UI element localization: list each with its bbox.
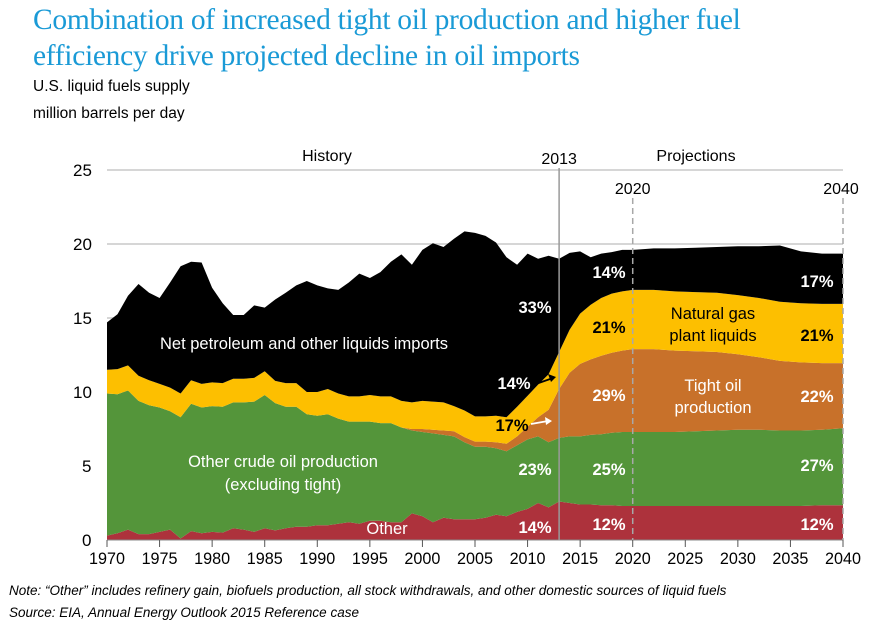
y-tick-label-25: 25 [73, 161, 92, 180]
title-line-1: Combination of increased tight oil produ… [33, 4, 741, 36]
x-tick-label-1990: 1990 [299, 550, 335, 568]
area-other-crude-oil-production-excluding-tight [107, 390, 843, 539]
x-tick-label-2000: 2000 [404, 550, 440, 568]
share-label-2020-net-petroleum-and-other-liquids-imports: 14% [592, 264, 625, 282]
arrow-ngpl-2013-line [532, 377, 554, 386]
share-label-2020-natural-gas-plant-liquids: 21% [592, 319, 625, 337]
annotation-natural-gas: Natural gas [671, 305, 755, 323]
area-other [107, 501, 843, 540]
source-note: Source: EIA, Annual Energy Outlook 2015 … [9, 605, 359, 620]
subtitle-line-2: million barrels per day [33, 105, 185, 122]
share-label-2040-net-petroleum-and-other-liquids-imports: 17% [800, 273, 833, 291]
x-tick-label-2040: 2040 [825, 550, 861, 568]
x-tick-label-2030: 2030 [720, 550, 756, 568]
annotation-production: production [674, 399, 751, 417]
marker-label-2020: 2020 [615, 181, 651, 198]
annotation-other: Other [366, 520, 408, 538]
share-label-2020-other: 12% [592, 516, 625, 534]
marker-label-2040: 2040 [823, 181, 859, 198]
arrow-tight-2013-head [545, 417, 552, 425]
x-tick-label-2005: 2005 [457, 550, 493, 568]
title-line-2: efficiency drive projected decline in oi… [33, 40, 580, 72]
arrow-ngpl-2013-head [548, 374, 556, 382]
x-tick-label-1985: 1985 [247, 550, 283, 568]
share-label-2040-other: 12% [800, 516, 833, 534]
share-label-2013-natural-gas-plant-liquids: 14% [497, 375, 530, 393]
annotation-tight-oil: Tight oil [684, 377, 741, 395]
share-label-2020-other-crude-oil-production-excluding-tight: 25% [592, 461, 625, 479]
x-tick-label-2010: 2010 [510, 550, 546, 568]
arrow-tight-2013-line [530, 420, 549, 425]
x-tick-label-1975: 1975 [142, 550, 178, 568]
share-label-2013-other-crude-oil-production-excluding-tight: 23% [518, 461, 551, 479]
y-tick-label-20: 20 [73, 235, 92, 254]
share-label-2040-other-crude-oil-production-excluding-tight: 27% [800, 457, 833, 475]
y-tick-label-5: 5 [82, 457, 91, 476]
share-label-2013-other: 14% [518, 519, 551, 537]
chart-title: Combination of increased tight oil produ… [33, 2, 872, 74]
annotation-net-petroleum-and-other-liquids-imports: Net petroleum and other liquids imports [160, 335, 448, 353]
x-tick-label-2035: 2035 [772, 550, 808, 568]
x-tick-label-2020: 2020 [615, 550, 651, 568]
x-tick-label-1980: 1980 [194, 550, 230, 568]
y-tick-label-0: 0 [82, 531, 91, 550]
annotation-plant-liquids: plant liquids [669, 327, 756, 345]
subtitle-line-1: U.S. liquid fuels supply [33, 78, 190, 95]
x-tick-label-2015: 2015 [562, 550, 598, 568]
share-label-2020-tight-oil-production: 29% [592, 387, 625, 405]
footnote: Note: “Other” includes refinery gain, bi… [9, 583, 727, 598]
period-label-projections: Projections [656, 148, 735, 165]
marker-label-2013: 2013 [541, 151, 577, 168]
period-label-history: History [302, 148, 352, 165]
area-net-petroleum-and-other-liquids-imports [107, 231, 843, 418]
x-tick-label-1970: 1970 [89, 550, 125, 568]
y-tick-label-15: 15 [73, 309, 92, 328]
annotation-excluding-tight: (excluding tight) [225, 476, 341, 494]
share-label-2013-tight-oil-production: 17% [495, 417, 528, 435]
y-tick-label-10: 10 [73, 383, 92, 402]
share-label-2013-net-petroleum-and-other-liquids-imports: 33% [518, 299, 551, 317]
x-tick-label-2025: 2025 [667, 550, 703, 568]
x-tick-label-1995: 1995 [352, 550, 388, 568]
area-natural-gas-plant-liquids [107, 289, 843, 444]
area-tight-oil-production [107, 349, 843, 452]
share-label-2040-natural-gas-plant-liquids: 21% [800, 327, 833, 345]
share-label-2040-tight-oil-production: 22% [800, 388, 833, 406]
annotation-other-crude-oil-production: Other crude oil production [188, 453, 378, 471]
